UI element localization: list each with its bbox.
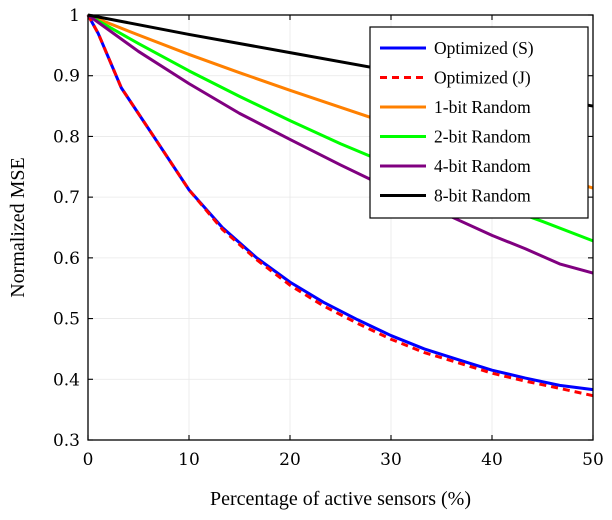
legend-box — [369, 26, 589, 219]
y-tick-label: 0.5 — [53, 310, 80, 330]
y-axis-label: Normalized MSE — [7, 157, 29, 298]
series-line-4-bit-random — [87, 13, 594, 275]
x-tick-label: 30 — [380, 450, 402, 470]
x-tick-label: 10 — [178, 450, 200, 470]
legend-label: 8-bit Random — [434, 186, 531, 206]
x-axis-label: Percentage of active sensors (%) — [210, 488, 471, 510]
plot-frame — [87, 14, 594, 441]
x-tick-label: 40 — [481, 450, 503, 470]
legend: Optimized (S) Optimized (J) 1-bit Random 2-… — [369, 26, 589, 219]
axis-ticks — [87, 14, 594, 441]
y-tick-label: 0.3 — [53, 431, 80, 451]
series-line-optimized-j — [86, 14, 594, 398]
y-tick-label: 0.7 — [53, 188, 80, 208]
x-tick-label: 50 — [582, 450, 604, 470]
y-tick-label: 0.9 — [53, 67, 80, 87]
y-tick-label: 0.8 — [53, 127, 80, 147]
x-tick-label: 20 — [279, 450, 301, 470]
legend-label: Optimized (J) — [434, 68, 531, 88]
y-tick-label: 0.4 — [53, 370, 80, 390]
tick-labels: 0 10 20 30 40 50 0.3 0.4 0.5 0.6 0.7 0.8 0.9 1 — [53, 6, 604, 470]
x-tick-label: 0 — [83, 450, 94, 470]
legend-label: 4-bit Random — [434, 156, 531, 176]
legend-label: Optimized (S) — [434, 38, 534, 58]
y-tick-label: 0.6 — [53, 249, 80, 269]
legend-label: 1-bit Random — [434, 97, 531, 117]
y-tick-label: 1 — [69, 6, 80, 26]
legend-label: 2-bit Random — [434, 127, 531, 147]
